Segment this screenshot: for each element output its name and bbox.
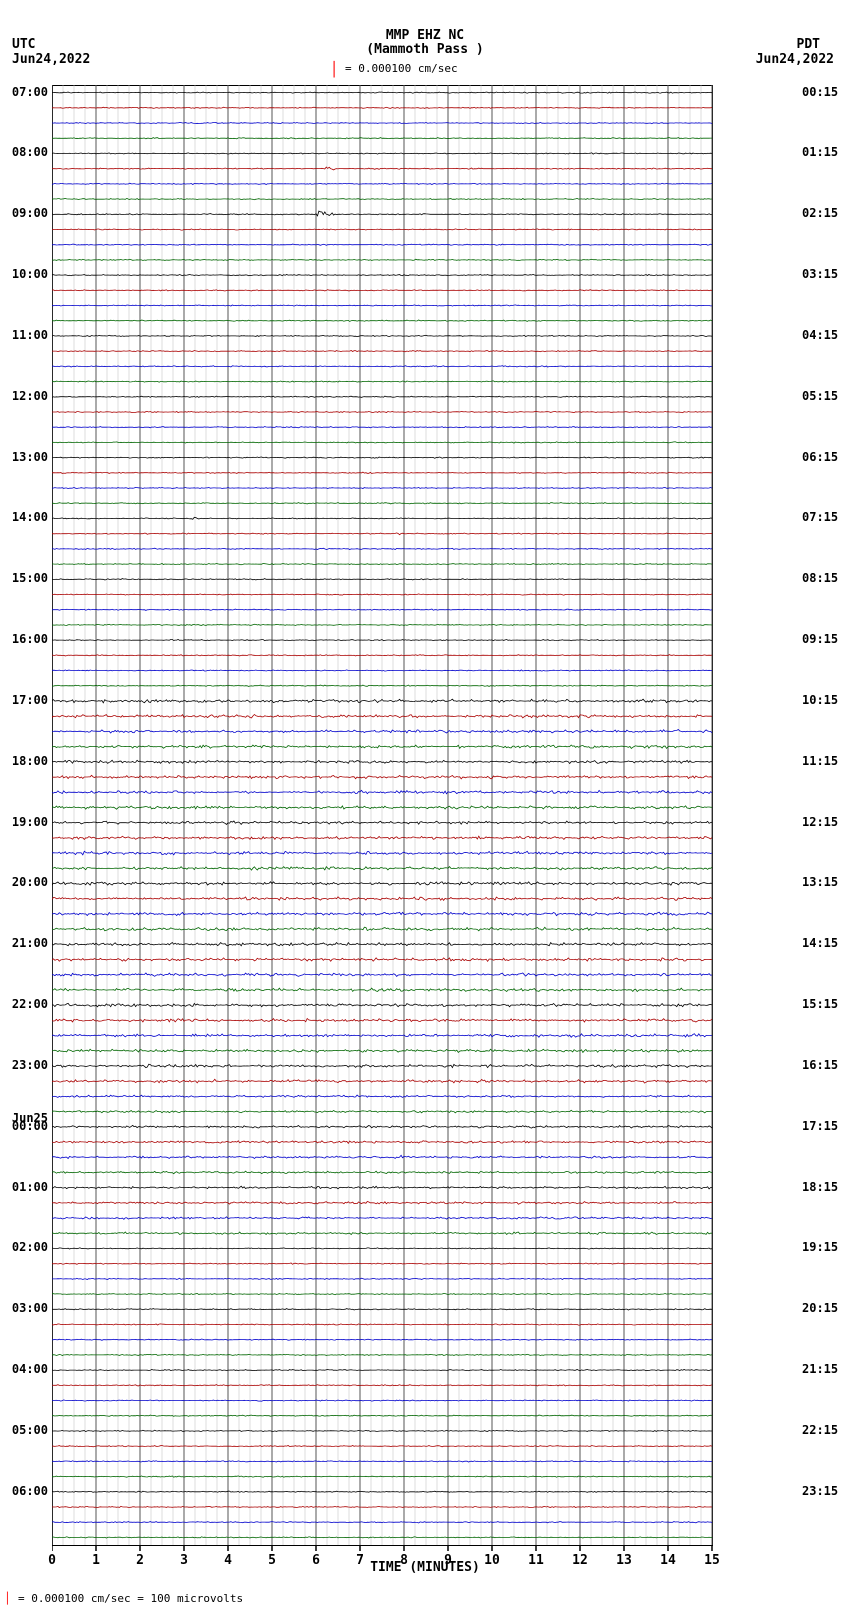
utc-time-label: 20:00 [12, 875, 48, 889]
pdt-time-label: 02:15 [802, 206, 838, 220]
pdt-time-label: 01:15 [802, 145, 838, 159]
date-right: Jun24,2022 [756, 52, 834, 67]
pdt-time-label: 07:15 [802, 510, 838, 524]
utc-time-label: 14:00 [12, 510, 48, 524]
pdt-time-label: 14:15 [802, 936, 838, 950]
utc-time-label: 19:00 [12, 815, 48, 829]
x-tick-label: 10 [484, 1553, 500, 1568]
pdt-time-label: 15:15 [802, 997, 838, 1011]
pdt-time-label: 19:15 [802, 1240, 838, 1254]
x-tick-label: 15 [704, 1553, 720, 1568]
x-tick-label: 1 [92, 1553, 100, 1568]
utc-time-label: 11:00 [12, 328, 48, 342]
utc-time-label: 22:00 [12, 997, 48, 1011]
pdt-time-label: 08:15 [802, 571, 838, 585]
utc-time-label: 06:00 [12, 1484, 48, 1498]
utc-time-label: 10:00 [12, 267, 48, 281]
date-left: Jun24,2022 [12, 52, 90, 67]
x-tick-label: 3 [180, 1553, 188, 1568]
x-tick-label: 7 [356, 1553, 364, 1568]
utc-time-label: 12:00 [12, 389, 48, 403]
utc-time-label: 13:00 [12, 450, 48, 464]
x-tick-label: 5 [268, 1553, 276, 1568]
utc-time-label: 07:00 [12, 85, 48, 99]
pdt-time-label: 06:15 [802, 450, 838, 464]
x-tick-label: 6 [312, 1553, 320, 1568]
footer-scale-text: = 0.000100 cm/sec = 100 microvolts [18, 1592, 243, 1605]
x-axis-title: TIME (MINUTES) [370, 1560, 480, 1575]
utc-time-label: 03:00 [12, 1301, 48, 1315]
tz-left: UTC [12, 37, 35, 52]
x-tick-label: 13 [616, 1553, 632, 1568]
utc-time-label: 15:00 [12, 571, 48, 585]
utc-time-label: 08:00 [12, 145, 48, 159]
pdt-time-label: 20:15 [802, 1301, 838, 1315]
station-site: (Mammoth Pass ) [366, 42, 483, 57]
scale-bar-icon: │ [330, 62, 338, 78]
pdt-time-label: 05:15 [802, 389, 838, 403]
pdt-time-label: 16:15 [802, 1058, 838, 1072]
pdt-time-label: 23:15 [802, 1484, 838, 1498]
utc-time-label: 09:00 [12, 206, 48, 220]
utc-time-label: 04:00 [12, 1362, 48, 1376]
pdt-time-label: 09:15 [802, 632, 838, 646]
utc-time-label: 00:00 [12, 1119, 48, 1133]
footer-scale-icon: │ [4, 1592, 11, 1605]
x-tick-label: 2 [136, 1553, 144, 1568]
scale-text: = 0.000100 cm/sec [345, 62, 458, 75]
pdt-time-label: 04:15 [802, 328, 838, 342]
utc-time-label: 21:00 [12, 936, 48, 950]
utc-time-label: 05:00 [12, 1423, 48, 1437]
pdt-time-label: 12:15 [802, 815, 838, 829]
pdt-time-label: 11:15 [802, 754, 838, 768]
pdt-time-label: 22:15 [802, 1423, 838, 1437]
x-tick-label: 4 [224, 1553, 232, 1568]
utc-time-label: 02:00 [12, 1240, 48, 1254]
utc-time-label: 16:00 [12, 632, 48, 646]
pdt-time-label: 13:15 [802, 875, 838, 889]
utc-time-label: 17:00 [12, 693, 48, 707]
pdt-time-label: 21:15 [802, 1362, 838, 1376]
utc-time-label: 23:00 [12, 1058, 48, 1072]
utc-time-label: 18:00 [12, 754, 48, 768]
x-tick-label: 0 [48, 1553, 56, 1568]
pdt-time-label: 10:15 [802, 693, 838, 707]
pdt-time-label: 18:15 [802, 1180, 838, 1194]
x-tick-label: 14 [660, 1553, 676, 1568]
seismogram-plot [52, 85, 714, 1575]
x-tick-label: 12 [572, 1553, 588, 1568]
pdt-time-label: 00:15 [802, 85, 838, 99]
pdt-time-label: 17:15 [802, 1119, 838, 1133]
utc-time-label: 01:00 [12, 1180, 48, 1194]
pdt-time-label: 03:15 [802, 267, 838, 281]
tz-right: PDT [797, 37, 820, 52]
x-tick-label: 11 [528, 1553, 544, 1568]
station-code: MMP EHZ NC [386, 28, 464, 43]
